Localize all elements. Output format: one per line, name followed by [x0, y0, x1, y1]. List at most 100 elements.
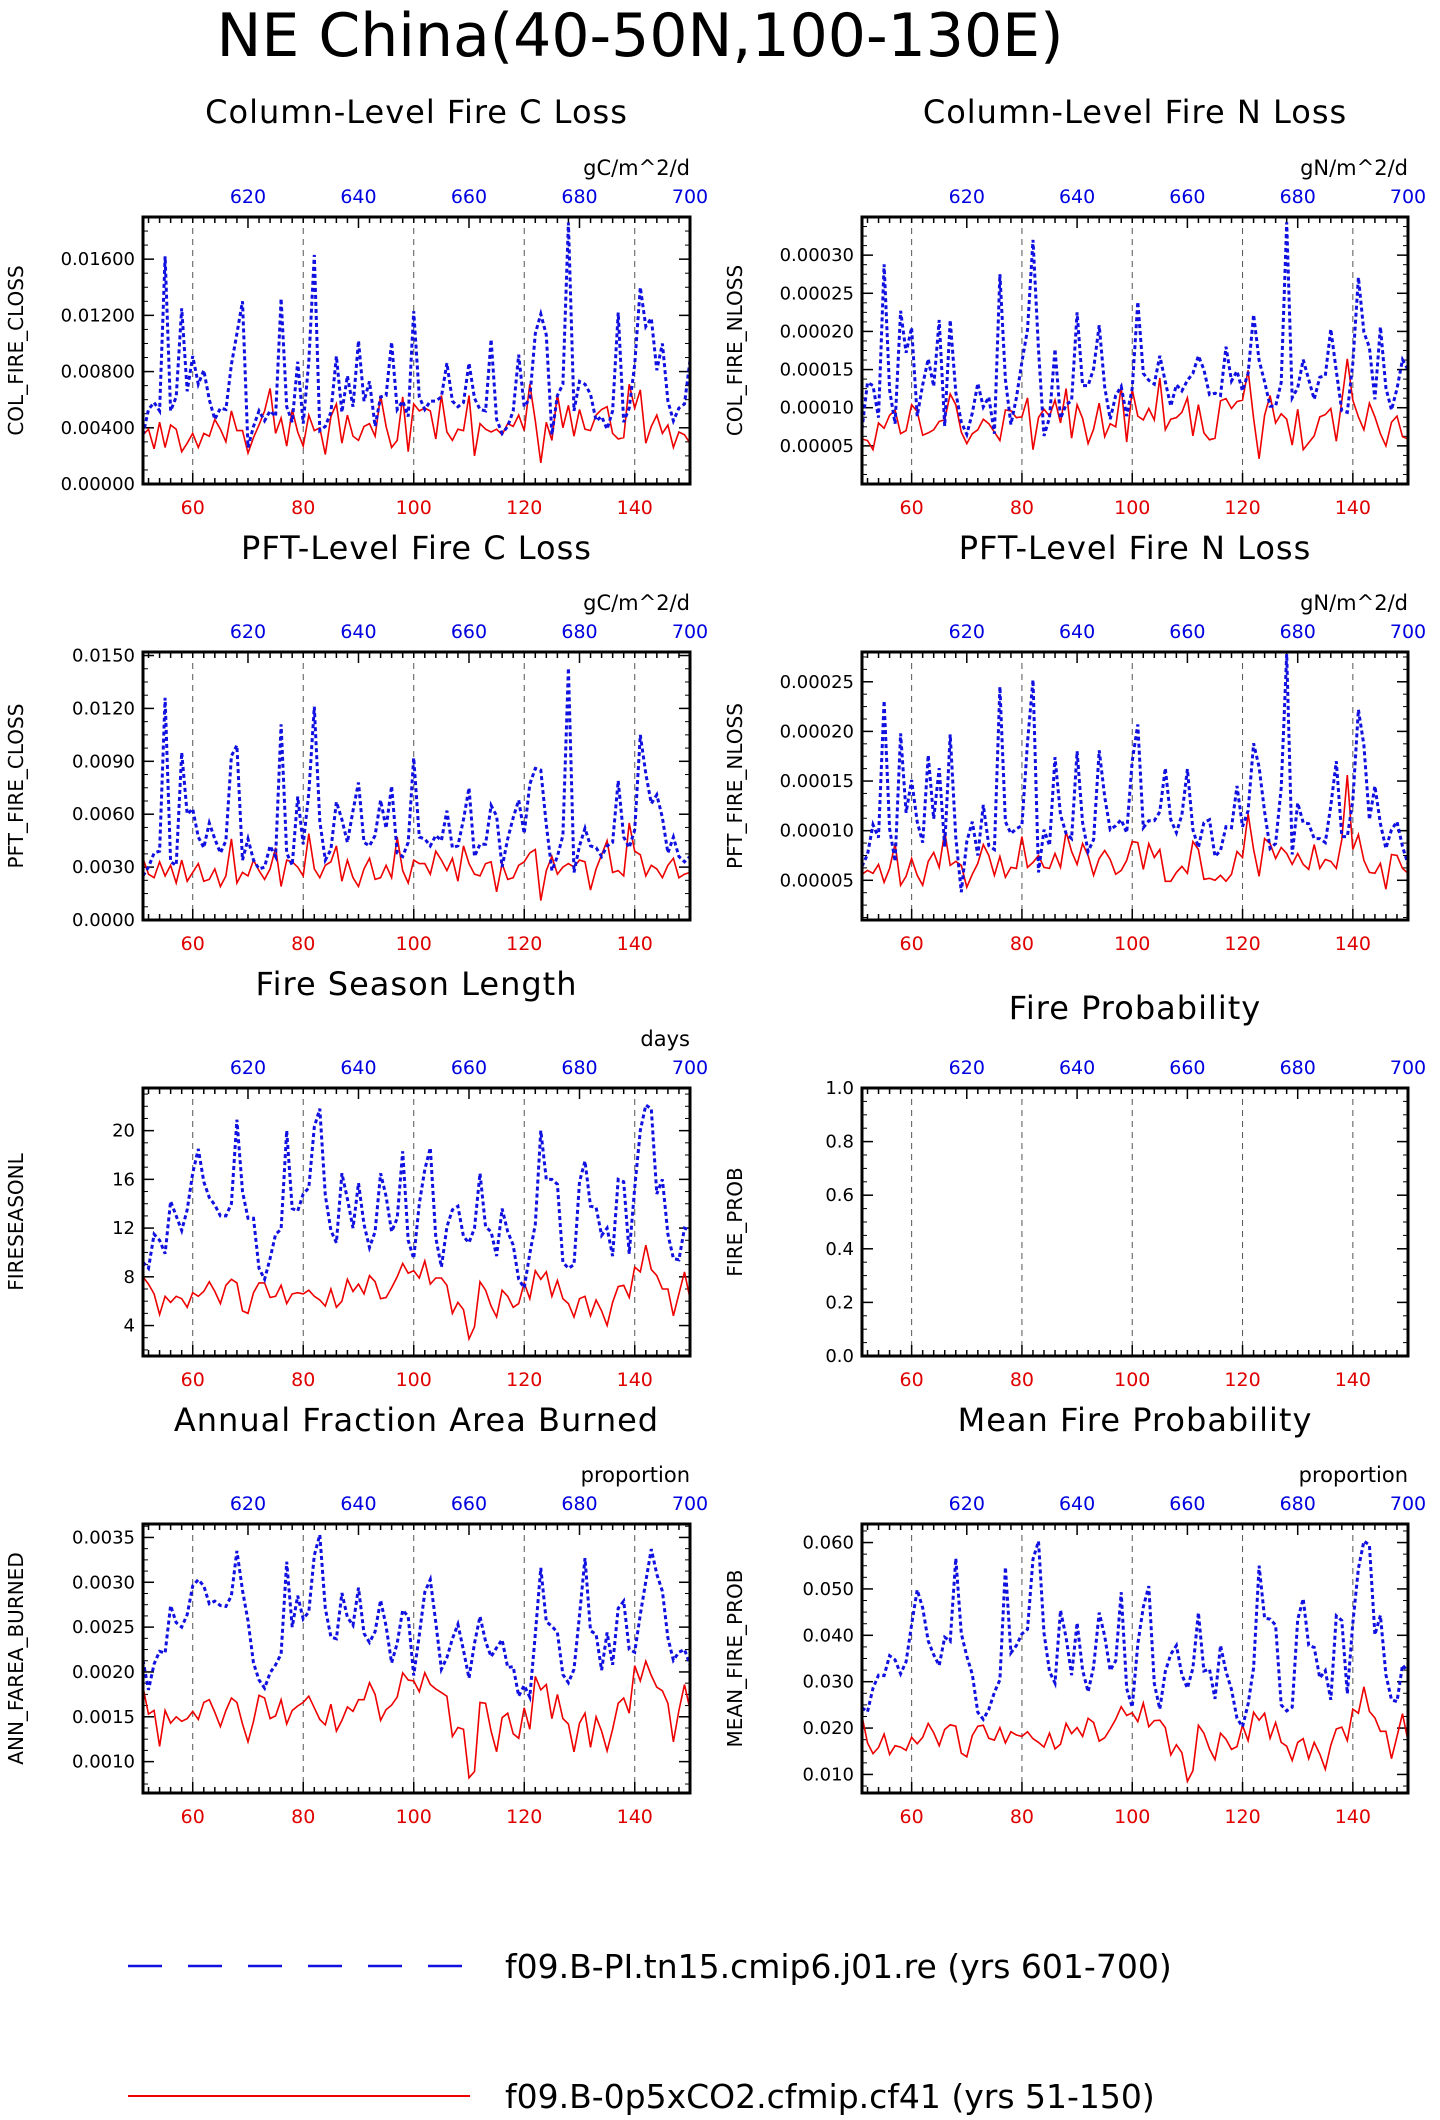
y-tick-label: 0.01200 — [61, 305, 135, 326]
y-tick-label: 0.0015 — [72, 1707, 135, 1728]
units-label: gC/m^2/d — [583, 591, 690, 615]
x-top-tick-label: 700 — [1390, 1057, 1426, 1079]
x-tick-label: 140 — [1335, 1806, 1371, 1828]
y-tick-label: 0.00800 — [61, 362, 135, 383]
x-tick-label: 60 — [181, 1369, 205, 1391]
y-tick-label: 0.0025 — [72, 1617, 135, 1638]
series-line-experiment — [861, 1686, 1409, 1784]
x-top-tick-label: 700 — [672, 1493, 708, 1515]
y-tick-label: 0.010 — [802, 1764, 854, 1785]
series-line-control — [861, 1538, 1410, 1731]
chart-title: Fire Season Length — [256, 965, 578, 1003]
x-top-tick-label: 680 — [561, 186, 597, 208]
chart-title: Fire Probability — [1009, 989, 1261, 1027]
x-top-tick-label: 620 — [230, 1493, 266, 1515]
series-line-experiment — [142, 1658, 691, 1780]
x-top-tick-label: 620 — [230, 1057, 266, 1079]
x-tick-label: 120 — [1224, 933, 1260, 955]
y-tick-label: 0.0000 — [72, 910, 135, 931]
y-axis-label: PFT_FIRE_CLOSS — [4, 704, 28, 869]
y-tick-label: 1.0 — [825, 1078, 854, 1099]
series-line-control — [141, 1534, 692, 1703]
x-tick-label: 60 — [900, 933, 924, 955]
y-tick-label: 0.4 — [825, 1239, 854, 1260]
x-tick-label: 140 — [617, 933, 653, 955]
chart-title: Annual Fraction Area Burned — [174, 1401, 659, 1439]
y-tick-label: 16 — [112, 1169, 135, 1190]
y-tick-label: 0.0030 — [72, 1572, 135, 1593]
series-line-control — [860, 653, 1410, 893]
x-top-tick-label: 660 — [451, 1057, 487, 1079]
y-tick-label: 0.0020 — [72, 1662, 135, 1683]
x-tick-label: 120 — [506, 1806, 542, 1828]
chart-panel-2: Column-Level Fire N Loss gN/m^2/d COL_FIRE… — [723, 93, 1426, 519]
y-tick-label: 0.0035 — [72, 1527, 135, 1548]
x-top-tick-label: 660 — [451, 186, 487, 208]
x-top-tick-label: 680 — [1280, 1493, 1316, 1515]
y-tick-label: 0.01600 — [61, 249, 135, 270]
plot-frame — [860, 215, 1410, 486]
x-tick-label: 100 — [1114, 1369, 1150, 1391]
units-label: proportion — [1299, 1463, 1408, 1487]
x-tick-label: 60 — [181, 1806, 205, 1828]
x-tick-label: 120 — [1224, 1369, 1260, 1391]
series-line-control — [141, 222, 692, 448]
plot-frame — [141, 1522, 692, 1795]
y-tick-label: 12 — [112, 1218, 135, 1239]
y-tick-label: 0.060 — [802, 1533, 854, 1554]
x-tick-label: 140 — [1335, 497, 1371, 519]
x-top-tick-label: 660 — [1169, 1493, 1205, 1515]
chart-panel-4: PFT-Level Fire N Loss gN/m^2/d PFT_FIRE_NL… — [723, 529, 1426, 955]
x-top-tick-label: 700 — [672, 1057, 708, 1079]
x-tick-label: 80 — [291, 497, 315, 519]
chart-title: Column-Level Fire C Loss — [205, 93, 628, 131]
y-tick-label: 0.00000 — [61, 474, 135, 495]
x-top-tick-label: 700 — [1390, 621, 1426, 643]
y-tick-label: 0.020 — [802, 1718, 854, 1739]
y-tick-label: 0.00005 — [780, 436, 854, 457]
x-top-tick-label: 620 — [949, 186, 985, 208]
x-tick-label: 120 — [1224, 1806, 1260, 1828]
units-label: days — [640, 1027, 690, 1051]
plot-frame — [141, 650, 692, 922]
series-line-experiment — [861, 775, 1409, 890]
y-tick-label: 0.0150 — [72, 646, 135, 667]
plot-frame — [141, 1086, 692, 1358]
y-tick-label: 0.00010 — [780, 821, 854, 842]
x-top-tick-label: 700 — [1390, 186, 1426, 208]
x-top-tick-label: 680 — [561, 621, 597, 643]
x-tick-label: 120 — [506, 933, 542, 955]
chart-panel-7: Annual Fraction Area Burned proportion ANN… — [4, 1401, 708, 1828]
y-axis-label: COL_FIRE_NLOSS — [723, 265, 747, 436]
x-tick-label: 60 — [181, 933, 205, 955]
x-tick-label: 60 — [900, 1806, 924, 1828]
x-top-tick-label: 660 — [1169, 621, 1205, 643]
x-tick-label: 140 — [1335, 933, 1371, 955]
x-top-tick-label: 660 — [1169, 1057, 1205, 1079]
x-top-tick-label: 620 — [949, 621, 985, 643]
y-tick-label: 0.2 — [825, 1292, 854, 1313]
y-tick-label: 0.030 — [802, 1672, 854, 1693]
legend: f09.B-PI.tn15.cmip6.j01.re (yrs 601-700)… — [128, 1947, 1172, 2116]
x-tick-label: 120 — [1224, 497, 1260, 519]
y-tick-label: 0.00400 — [61, 418, 135, 439]
y-tick-label: 0.00025 — [780, 672, 854, 693]
x-top-tick-label: 640 — [1059, 1493, 1095, 1515]
y-tick-label: 4 — [124, 1316, 135, 1337]
x-top-tick-label: 640 — [340, 1057, 376, 1079]
x-tick-label: 80 — [291, 1369, 315, 1391]
x-tick-label: 80 — [1010, 933, 1034, 955]
x-top-tick-label: 640 — [1059, 621, 1095, 643]
x-top-tick-label: 680 — [561, 1493, 597, 1515]
x-top-tick-label: 620 — [949, 1057, 985, 1079]
y-tick-label: 0.00030 — [780, 245, 854, 266]
series-line-experiment — [142, 822, 691, 901]
x-tick-label: 120 — [506, 497, 542, 519]
y-tick-label: 0.0030 — [72, 857, 135, 878]
chart-title: Column-Level Fire N Loss — [923, 93, 1347, 131]
x-top-tick-label: 680 — [1280, 621, 1316, 643]
y-tick-label: 20 — [112, 1121, 135, 1142]
x-top-tick-label: 640 — [1059, 186, 1095, 208]
figure-title: NE China(40-50N,100-130E) — [217, 1, 1064, 71]
